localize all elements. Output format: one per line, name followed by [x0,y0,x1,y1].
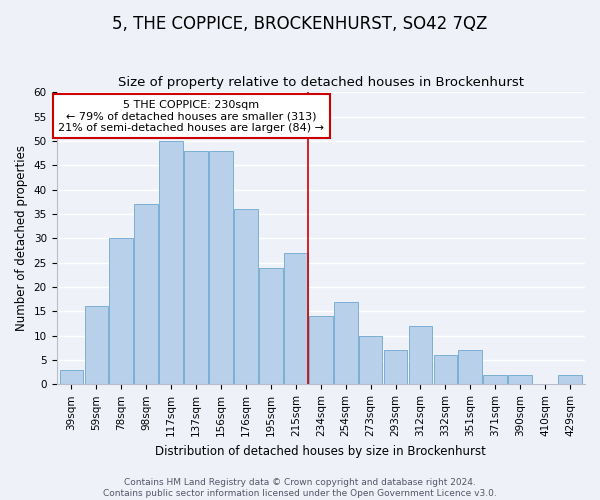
Bar [59,370,83,384]
Bar [334,302,358,384]
Title: Size of property relative to detached houses in Brockenhurst: Size of property relative to detached ho… [118,76,524,88]
Bar [184,151,208,384]
Text: 5 THE COPPICE: 230sqm
← 79% of detached houses are smaller (313)
21% of semi-det: 5 THE COPPICE: 230sqm ← 79% of detached … [58,100,324,133]
Bar [384,350,407,384]
Bar [85,306,108,384]
Bar [209,151,233,384]
Bar [508,374,532,384]
Bar [359,336,382,384]
Bar [558,374,582,384]
Bar [434,355,457,384]
Bar [309,316,332,384]
Bar [109,238,133,384]
Bar [134,204,158,384]
Bar [458,350,482,384]
Text: 5, THE COPPICE, BROCKENHURST, SO42 7QZ: 5, THE COPPICE, BROCKENHURST, SO42 7QZ [112,15,488,33]
Bar [484,374,507,384]
Bar [409,326,433,384]
Text: Contains HM Land Registry data © Crown copyright and database right 2024.
Contai: Contains HM Land Registry data © Crown c… [103,478,497,498]
Bar [284,253,308,384]
Y-axis label: Number of detached properties: Number of detached properties [15,146,28,332]
Bar [259,268,283,384]
Bar [160,141,183,384]
Bar [234,209,258,384]
X-axis label: Distribution of detached houses by size in Brockenhurst: Distribution of detached houses by size … [155,444,486,458]
